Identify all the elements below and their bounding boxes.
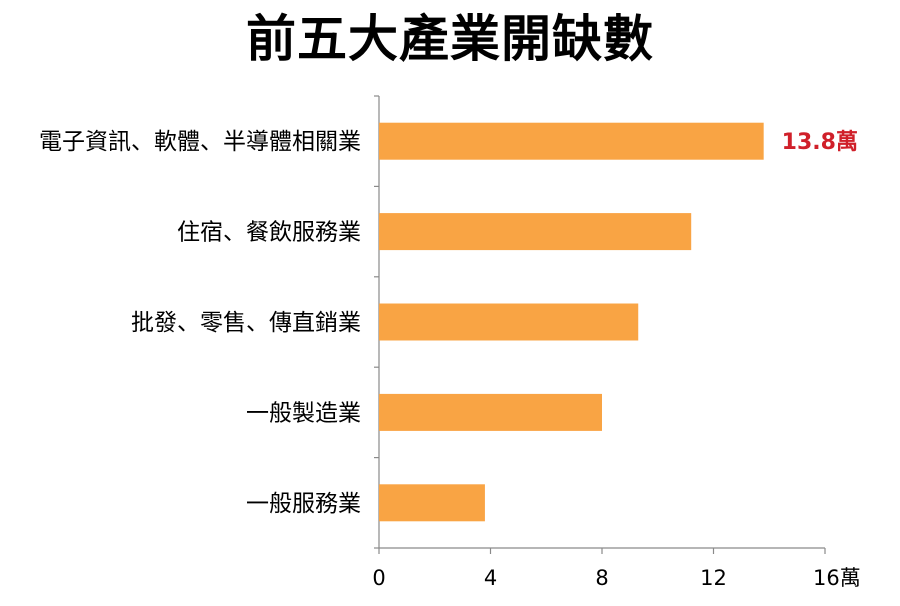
bar [379,122,764,160]
x-tick-label: 0 [372,566,385,590]
bar [379,393,602,431]
axis-group: 0 4 8 12 16萬 [372,95,861,590]
category-label: 批發、零售、傳直銷業 [131,310,361,336]
category-label: 住宿、餐飲服務業 [177,220,361,246]
data-label: 13.8萬 [782,130,858,155]
category-label: 一般服務業 [246,491,361,517]
bar [379,303,639,341]
bars-group [379,122,764,522]
x-tick-label: 4 [484,566,497,590]
x-tick-label: 16萬 [813,566,861,590]
bar [379,484,485,522]
bar [379,213,692,251]
labels-group: 電子資訊、軟體、半導體相關業 13.8萬住宿、餐飲服務業批發、零售、傳直銷業一般製… [39,129,858,517]
chart-title: 前五大產業開缺數 [246,10,654,68]
category-label: 電子資訊、軟體、半導體相關業 [39,129,361,155]
category-label: 一般製造業 [246,400,361,426]
x-tick-label: 12 [700,566,727,590]
x-tick-label: 8 [595,566,608,590]
